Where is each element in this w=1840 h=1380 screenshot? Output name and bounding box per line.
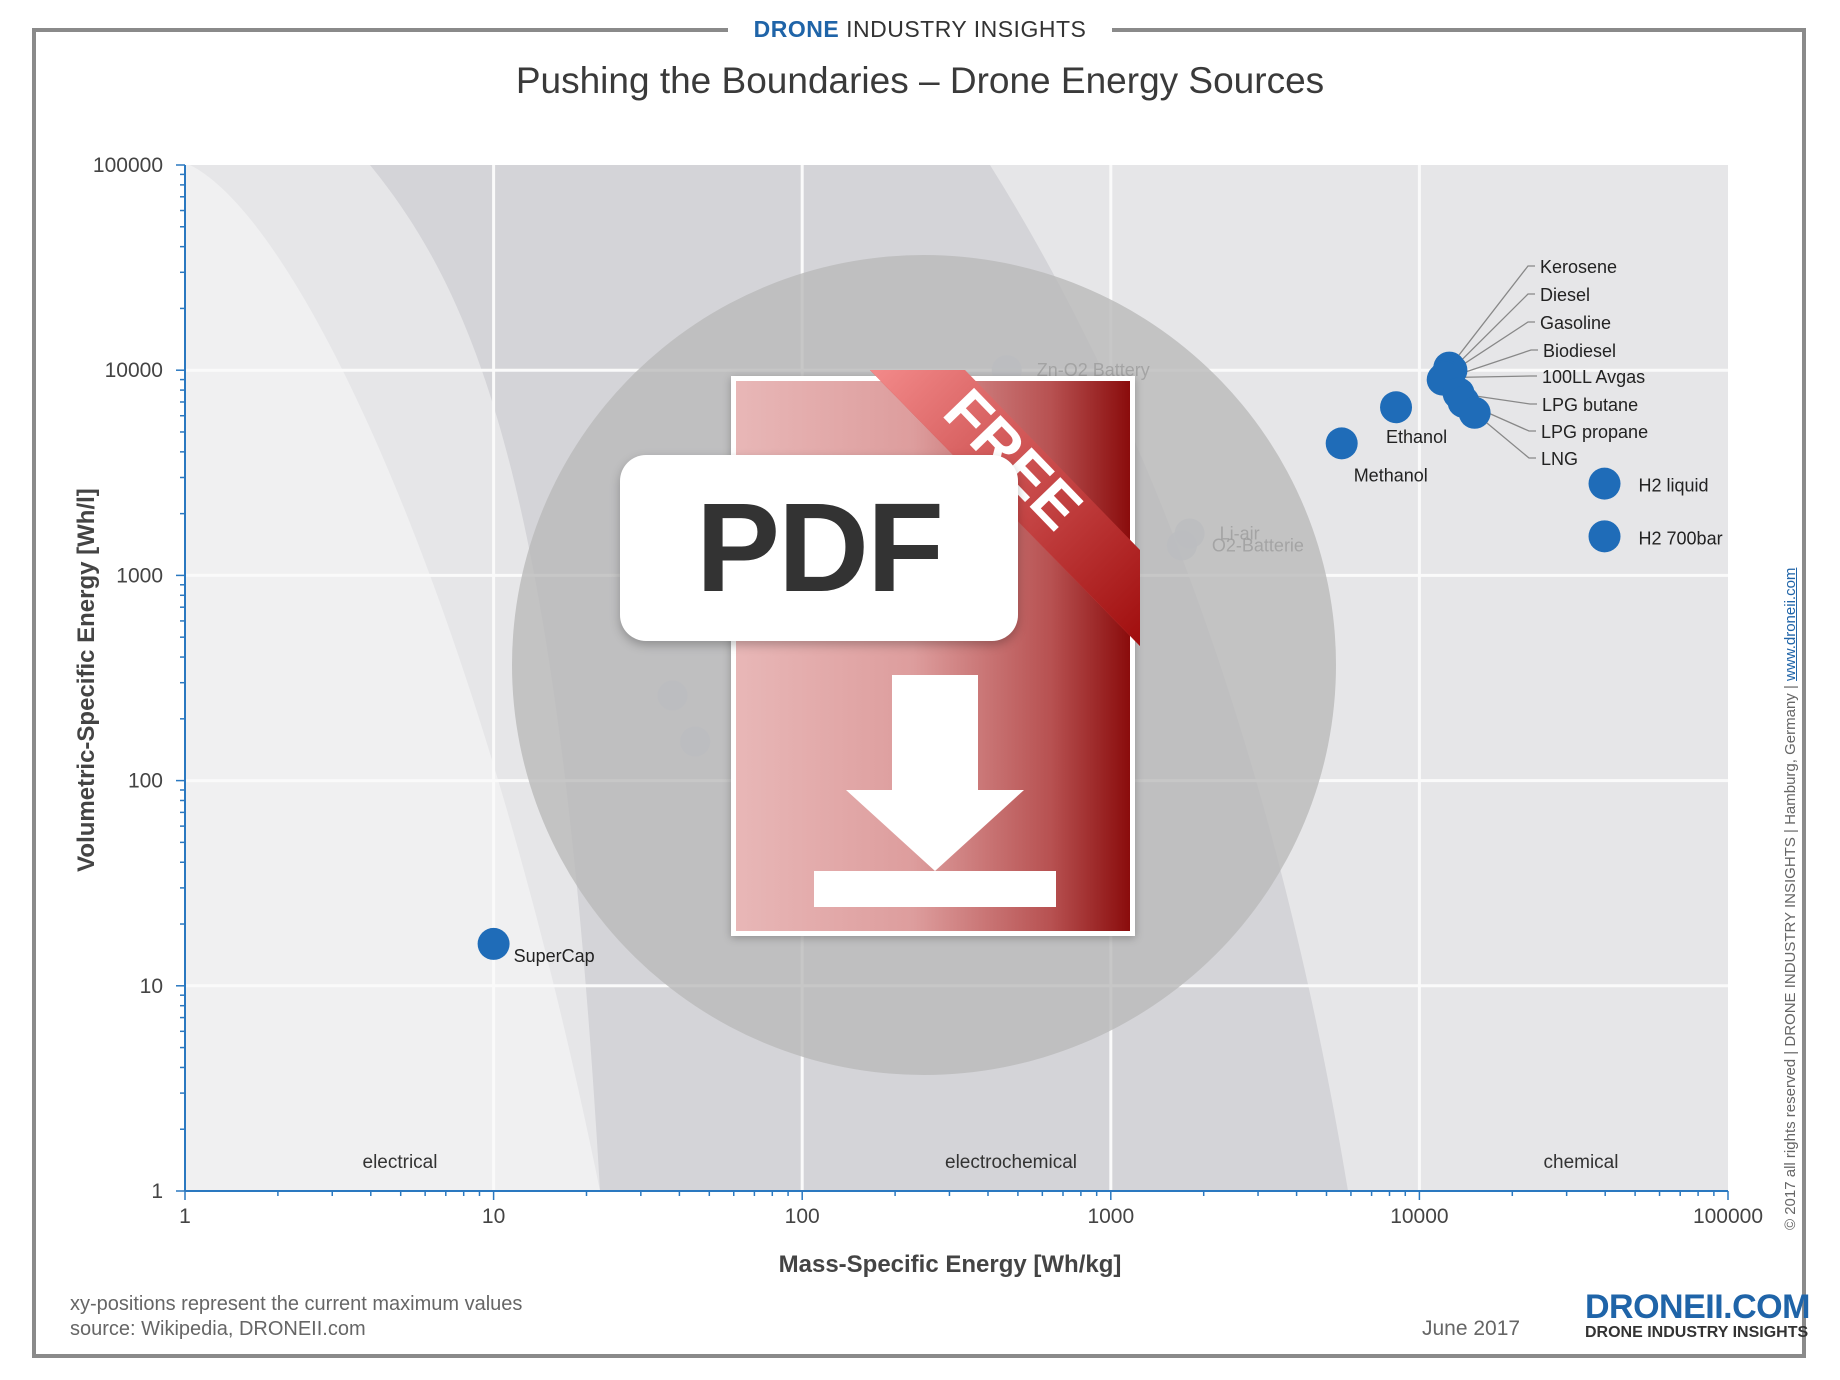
y-tick-label: 1 [151,1180,163,1203]
x-tick-label: 1 [179,1205,191,1228]
x-tick-label: 10 [482,1205,505,1228]
point-label: H2 700bar [1639,528,1723,548]
website-link[interactable]: www.droneii.com [1782,567,1799,681]
point-label: Gasoline [1540,313,1611,333]
region-label: electrochemical [945,1152,1077,1173]
x-tick-label: 100 [785,1205,820,1228]
leader-line [1442,349,1538,381]
copyright-text: © 2017 all rights reserved | DRONE INDUS… [1782,680,1799,1230]
x-tick-label: 10000 [1390,1205,1448,1228]
point-label: LPG butane [1542,395,1638,415]
x-axis-title: Mass-Specific Energy [Wh/kg] [779,1251,1122,1278]
point-label: 100LL Avgas [1542,367,1645,387]
leader-line [1458,392,1537,405]
data-point[interactable] [1325,427,1358,460]
data-point[interactable] [1588,520,1621,553]
logo-main: DRONEII.COM [1585,1288,1810,1326]
y-tick-label: 10 [140,975,163,998]
date-label: June 2017 [1422,1317,1521,1340]
point-label: LNG [1541,449,1578,469]
point-label: Kerosene [1540,257,1617,277]
leader-line [1448,265,1535,368]
leader-line [1474,412,1536,459]
download-arrow-icon [814,675,1056,907]
region-label: chemical [1544,1152,1619,1173]
point-label: Ethanol [1386,427,1447,447]
pdf-badge[interactable]: PDF [620,455,1018,641]
leader-line [1445,321,1535,377]
droneii-logo[interactable]: DRONEII.COM DRONE INDUSTRY INSIGHTS [1585,1288,1810,1342]
point-label: SuperCap [514,946,595,966]
footnote-source: source: Wikipedia, DRONEII.com [70,1318,366,1340]
region-label: electrical [363,1152,438,1173]
point-label: Diesel [1540,285,1590,305]
data-point[interactable] [1380,391,1413,424]
brand-insights: INSIGHTS [973,16,1087,42]
y-tick-label: 100000 [93,154,163,177]
brand-drone: DRONE [753,16,840,42]
copyright-note: © 2017 all rights reserved | DRONE INDUS… [1782,568,1799,1230]
y-tick-label: 100 [128,770,163,793]
point-label: Biodiesel [1543,341,1616,361]
leader-line [1444,375,1537,379]
brand-industry: INDUSTRY [839,16,974,42]
leader-line [1450,293,1535,371]
y-axis-title: Volumetric-Specific Energy [Wh/l] [73,488,100,872]
data-point[interactable] [1458,396,1491,429]
footnote-line1: xy-positions represent the current maxim… [70,1293,523,1315]
point-label: LPG propane [1541,422,1648,442]
brand-header: DRONE INDUSTRY INSIGHTS [0,16,1840,43]
x-tick-label: 1000 [1087,1205,1134,1228]
logo-sub: DRONE INDUSTRY INSIGHTS [1585,1324,1809,1341]
x-tick-label: 100000 [1693,1205,1763,1228]
point-label: Methanol [1354,465,1428,485]
chart-title: Pushing the Boundaries – Drone Energy So… [515,60,1325,101]
footnote: xy-positions represent the current maxim… [70,1292,522,1342]
y-tick-label: 1000 [116,564,163,587]
data-point[interactable] [477,927,510,960]
y-tick-label: 10000 [105,359,163,382]
point-label: H2 liquid [1639,476,1709,496]
data-point[interactable] [1588,467,1621,500]
